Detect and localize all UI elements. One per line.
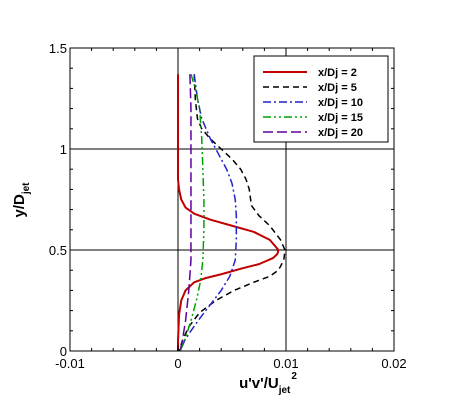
legend-label-2: x/Dj = 5	[318, 82, 357, 94]
y-tick-label: 1	[60, 142, 67, 157]
y-tick-label: 0.5	[49, 243, 67, 258]
y-tick-label: 0	[60, 344, 67, 359]
x-axis-label-main: u'v'/U	[239, 375, 279, 392]
legend-label-3: x/Dj = 10	[318, 97, 363, 109]
legend-label-1: x/Dj = 2	[318, 67, 357, 79]
legend: x/Dj = 2 x/Dj = 5 x/Dj = 10 x/Dj = 15 x/Dj =…	[253, 55, 389, 143]
series-line-5	[179, 74, 192, 352]
x-axis-label-sub: jet	[278, 385, 291, 396]
series-line-3	[179, 74, 238, 352]
y-axis-label-main: y/D	[11, 194, 28, 218]
x-axis-label: u'v'/Ujet2	[239, 371, 297, 396]
x-axis-label-sup: 2	[291, 371, 297, 382]
series-line-1	[177, 74, 280, 351]
legend-box	[253, 55, 389, 143]
series-line-4	[179, 74, 205, 352]
y-axis-label-sub: jet	[21, 182, 32, 195]
x-tick-label: 0	[174, 356, 181, 371]
legend-label-4: x/Dj = 15	[318, 112, 363, 124]
x-tick-label: -0.01	[55, 356, 85, 371]
y-tick-label: 1.5	[49, 41, 67, 56]
legend-label-5: x/Dj = 20	[318, 127, 363, 139]
plot-frame	[69, 47, 395, 352]
series-layer	[177, 74, 286, 352]
x-tick-label: 0.01	[273, 356, 298, 371]
x-tick-label: 0.02	[381, 356, 406, 371]
y-axis-label: y/Djet	[11, 182, 32, 218]
